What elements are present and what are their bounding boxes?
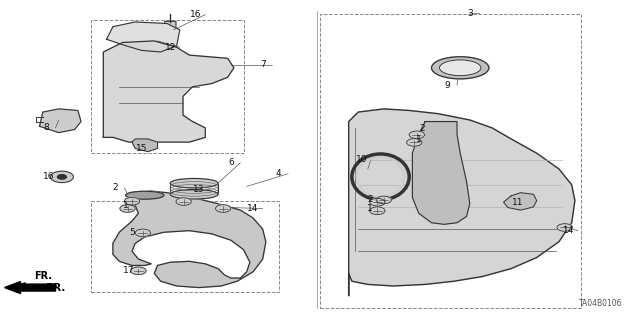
Text: 17: 17 xyxy=(123,266,134,275)
Text: 14: 14 xyxy=(248,204,259,213)
Polygon shape xyxy=(349,109,575,295)
Polygon shape xyxy=(132,139,157,152)
Text: 8: 8 xyxy=(43,123,49,132)
Text: 14: 14 xyxy=(563,226,574,235)
Polygon shape xyxy=(504,193,537,210)
Ellipse shape xyxy=(170,178,218,188)
Text: 9: 9 xyxy=(445,81,451,90)
Bar xyxy=(91,20,244,153)
Text: 2: 2 xyxy=(112,183,118,192)
Polygon shape xyxy=(40,109,81,133)
FancyBboxPatch shape xyxy=(164,21,176,35)
Circle shape xyxy=(370,207,385,214)
Text: 16: 16 xyxy=(44,172,55,182)
Text: 10: 10 xyxy=(356,155,367,164)
Text: 1: 1 xyxy=(416,135,422,144)
Text: 1: 1 xyxy=(123,201,129,210)
Text: 12: 12 xyxy=(164,43,176,52)
Text: 4: 4 xyxy=(276,169,282,178)
Polygon shape xyxy=(106,22,180,52)
Circle shape xyxy=(135,229,150,237)
Circle shape xyxy=(370,198,385,206)
Bar xyxy=(91,201,278,292)
Text: 5: 5 xyxy=(129,228,135,237)
Text: TA04B0106: TA04B0106 xyxy=(579,299,623,308)
Circle shape xyxy=(51,171,74,182)
Text: 2: 2 xyxy=(367,195,372,204)
Text: 2: 2 xyxy=(419,124,425,133)
Ellipse shape xyxy=(170,189,218,199)
Circle shape xyxy=(216,205,231,212)
Circle shape xyxy=(176,198,191,205)
Circle shape xyxy=(557,224,572,231)
Ellipse shape xyxy=(125,191,164,199)
Polygon shape xyxy=(113,191,266,287)
Text: 3: 3 xyxy=(467,9,472,18)
Text: FR.: FR. xyxy=(34,271,52,281)
Ellipse shape xyxy=(431,57,489,79)
Polygon shape xyxy=(103,41,234,142)
Text: 16: 16 xyxy=(190,10,202,19)
Text: 13: 13 xyxy=(193,185,205,194)
Bar xyxy=(320,14,581,308)
Text: 11: 11 xyxy=(512,198,524,207)
Circle shape xyxy=(131,267,146,275)
Circle shape xyxy=(409,131,424,139)
Text: 6: 6 xyxy=(228,158,234,167)
Circle shape xyxy=(124,197,140,205)
Circle shape xyxy=(406,139,422,146)
Circle shape xyxy=(120,205,135,212)
Circle shape xyxy=(58,175,67,179)
Polygon shape xyxy=(412,122,470,224)
Text: 1: 1 xyxy=(367,204,372,213)
Text: 15: 15 xyxy=(136,144,147,153)
Ellipse shape xyxy=(440,60,481,76)
Text: 7: 7 xyxy=(260,60,266,69)
Text: FR.: FR. xyxy=(46,283,65,293)
Circle shape xyxy=(376,196,392,204)
FancyArrow shape xyxy=(4,282,56,293)
